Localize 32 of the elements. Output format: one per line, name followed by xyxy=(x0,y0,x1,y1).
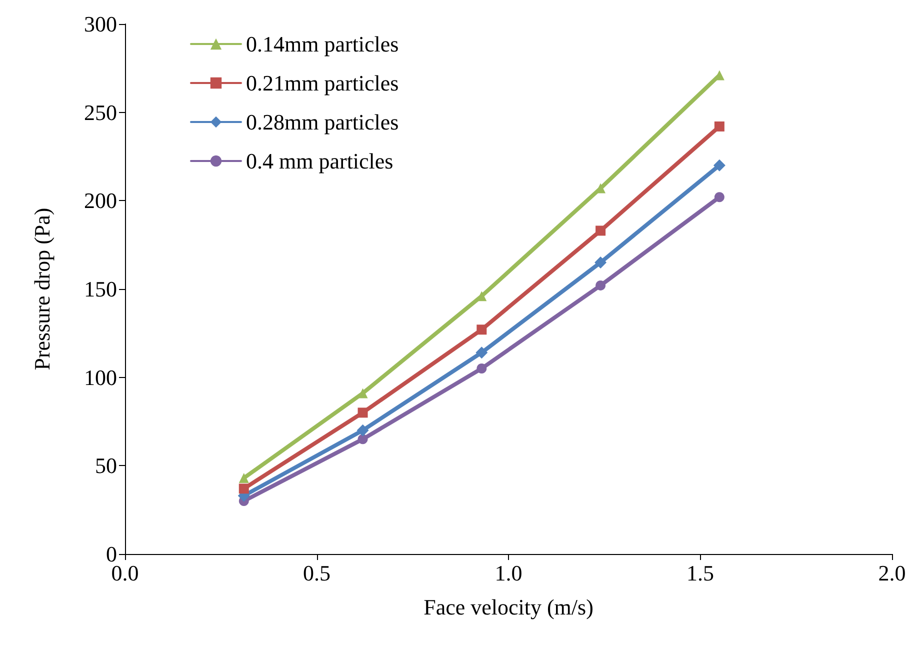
point xyxy=(476,346,488,359)
point xyxy=(358,388,368,398)
legend-label: 0.21mm particles xyxy=(246,70,399,96)
x-tick-label: 2.0 xyxy=(878,560,906,586)
point xyxy=(356,424,369,436)
point xyxy=(476,324,487,335)
point xyxy=(714,121,724,132)
x-axis-title: Face velocity (m/s) xyxy=(424,594,594,620)
point xyxy=(476,364,487,374)
point xyxy=(596,226,606,236)
point xyxy=(476,291,487,302)
y-tick-label: 300 xyxy=(84,12,117,36)
point xyxy=(594,256,607,268)
y-tick-label: 200 xyxy=(84,188,117,214)
x-tick-label: 0.5 xyxy=(303,560,330,586)
y-axis-title: Pressure drop (Pa) xyxy=(30,208,54,370)
point xyxy=(358,408,368,418)
legend-label: 0.4 mm particles xyxy=(246,148,394,174)
y-tick-label: 50 xyxy=(95,453,117,478)
x-tick-label: 1.5 xyxy=(686,560,714,586)
legend-label: 0.14mm particles xyxy=(246,32,399,56)
legend-label: 0.28mm particles xyxy=(246,110,399,134)
point xyxy=(596,280,606,290)
point xyxy=(238,473,249,484)
point xyxy=(238,484,249,494)
y-tick-label: 150 xyxy=(84,276,117,302)
y-tick-label: 250 xyxy=(84,100,117,125)
y-tick-label: 100 xyxy=(84,364,117,390)
point xyxy=(358,434,368,444)
point xyxy=(713,159,726,172)
point xyxy=(714,192,724,202)
x-tick-label: 1.0 xyxy=(494,560,522,586)
